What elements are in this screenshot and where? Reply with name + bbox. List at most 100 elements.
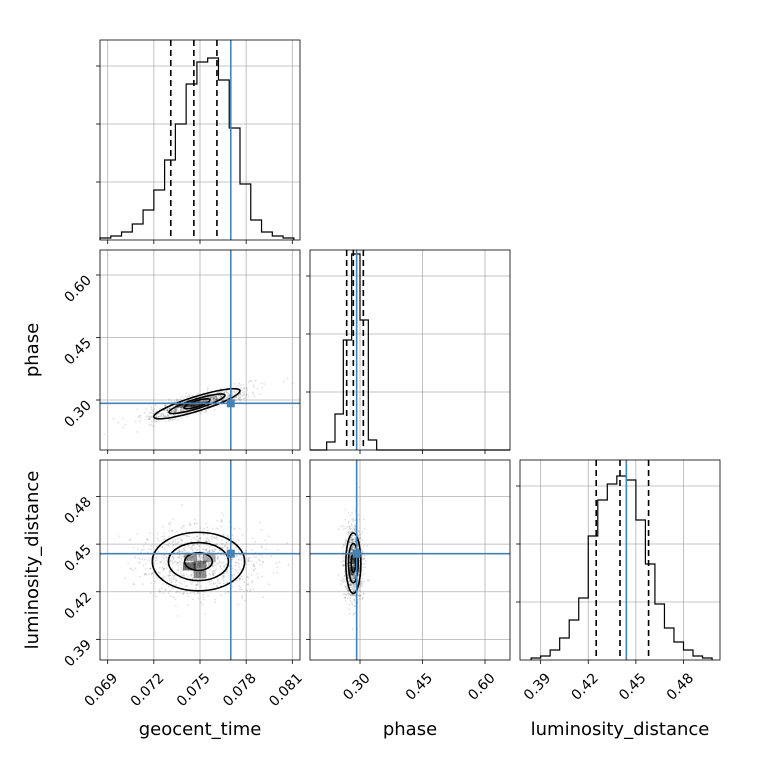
sample-point	[165, 563, 168, 566]
sample-point	[181, 550, 184, 553]
sample-point	[354, 525, 357, 528]
density-cell	[182, 562, 196, 571]
sample-point	[193, 555, 196, 558]
sample-point	[175, 409, 178, 412]
sample-point	[343, 574, 346, 577]
sample-point	[342, 565, 345, 568]
sample-point	[173, 410, 176, 412]
sample-point	[342, 560, 345, 563]
sample-point	[235, 541, 237, 544]
sample-point	[189, 548, 192, 551]
sample-point	[150, 582, 153, 584]
sample-point	[161, 566, 164, 569]
sample-point	[212, 397, 215, 400]
sample-point	[181, 408, 184, 411]
sample-point	[166, 414, 169, 417]
sample-point	[204, 399, 206, 402]
sample-point	[197, 545, 200, 548]
sample-point	[216, 538, 219, 541]
sample-point	[243, 387, 246, 390]
sample-point	[236, 555, 239, 558]
sample-point	[201, 557, 204, 560]
sample-point	[354, 540, 356, 543]
sample-point	[212, 397, 215, 400]
sample-point	[177, 537, 179, 540]
sample-point	[216, 391, 219, 394]
sample-point	[187, 560, 190, 563]
sample-point	[249, 379, 251, 382]
sample-point	[236, 571, 238, 574]
sample-point	[354, 611, 357, 614]
sample-point	[132, 569, 134, 572]
sample-point	[359, 594, 362, 597]
sample-point	[360, 580, 363, 583]
sample-point	[253, 385, 256, 388]
sample-point	[362, 562, 365, 565]
sample-point	[205, 540, 208, 543]
sample-point	[214, 601, 216, 603]
sample-point	[212, 573, 215, 576]
sample-point	[214, 564, 217, 567]
sample-point	[352, 567, 355, 570]
sample-point	[351, 537, 354, 539]
sample-point	[344, 542, 347, 545]
sample-point	[345, 586, 348, 589]
sample-point	[216, 579, 219, 582]
sample-point	[191, 576, 194, 579]
sample-point	[208, 568, 211, 571]
sample-point	[118, 535, 121, 538]
sample-point	[171, 562, 174, 565]
sample-point	[168, 590, 171, 592]
sample-point	[142, 564, 145, 567]
sample-point	[209, 545, 212, 548]
sample-point	[154, 420, 157, 423]
sample-point	[181, 592, 184, 595]
sample-point	[182, 547, 185, 550]
sample-point	[191, 556, 194, 558]
sample-point	[344, 597, 347, 600]
sample-point	[351, 572, 354, 575]
sample-point	[195, 404, 197, 407]
sample-point	[156, 537, 159, 540]
sample-point	[226, 570, 228, 573]
sample-point	[211, 549, 214, 552]
sample-point	[213, 569, 216, 572]
sample-point	[352, 564, 355, 567]
sample-point	[251, 580, 254, 582]
sample-point	[344, 508, 347, 511]
sample-point	[342, 528, 345, 531]
sample-point	[239, 577, 242, 580]
sample-point	[210, 397, 213, 400]
sample-point	[206, 540, 209, 543]
sample-point	[348, 541, 351, 543]
sample-point	[235, 546, 238, 549]
sample-point	[123, 577, 126, 580]
sample-point	[350, 536, 353, 539]
sample-point	[199, 557, 202, 560]
sample-point	[171, 574, 174, 577]
sample-point	[215, 398, 218, 401]
sample-point	[262, 561, 264, 564]
sample-point	[207, 544, 209, 547]
sample-point	[162, 412, 165, 415]
sample-point	[152, 562, 155, 564]
sample-point	[213, 399, 216, 402]
sample-point	[363, 557, 366, 560]
sample-point	[129, 538, 132, 541]
sample-point	[359, 586, 361, 588]
sample-point	[350, 539, 352, 542]
sample-point	[340, 579, 343, 582]
density-cell	[184, 552, 198, 561]
sample-point	[210, 400, 213, 403]
sample-point	[176, 569, 179, 572]
sample-point	[351, 574, 354, 577]
sample-point	[351, 547, 353, 550]
sample-point	[162, 568, 165, 570]
sample-point	[346, 597, 349, 600]
sample-point	[148, 418, 151, 421]
sample-point	[198, 555, 201, 557]
sample-point	[189, 580, 192, 583]
sample-point	[344, 541, 347, 544]
sample-point	[238, 398, 241, 401]
sample-point	[194, 518, 197, 521]
